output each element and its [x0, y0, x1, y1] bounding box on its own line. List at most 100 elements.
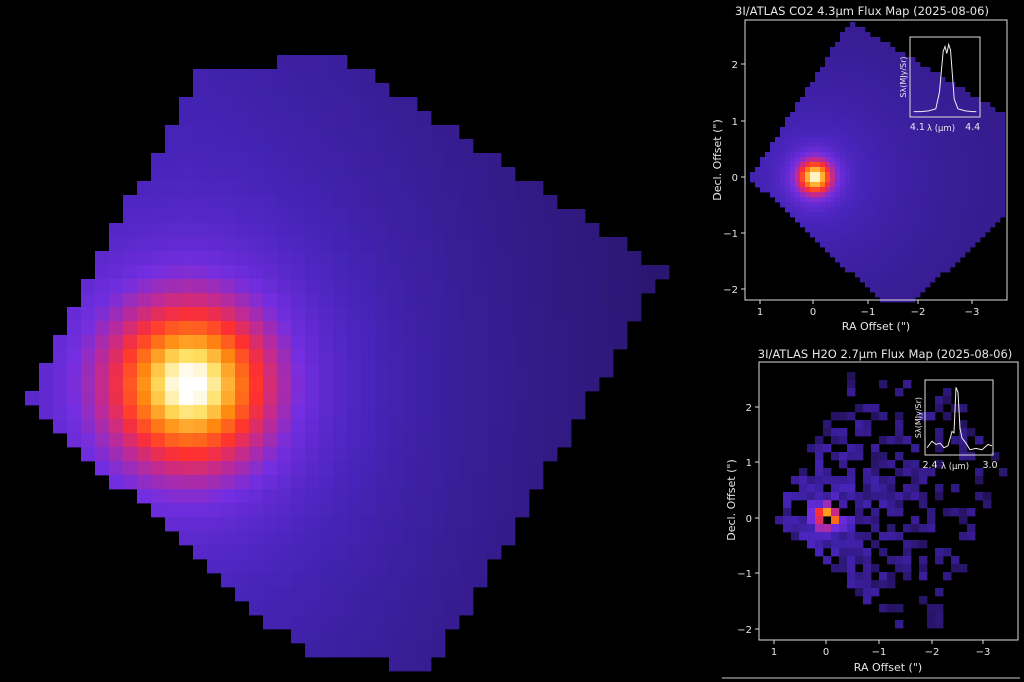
map-pixel — [885, 207, 891, 213]
map-pixel — [985, 207, 991, 213]
map-pixel — [945, 112, 951, 118]
map-pixel — [571, 405, 586, 420]
map-pixel — [919, 540, 928, 549]
map-pixel — [855, 97, 861, 103]
map-pixel — [277, 237, 292, 252]
map-pixel — [855, 222, 861, 228]
map-pixel — [985, 202, 991, 208]
map-pixel — [920, 117, 926, 123]
map-pixel — [179, 475, 194, 490]
map-pixel — [900, 72, 906, 78]
map-pixel — [810, 192, 816, 198]
map-pixel — [459, 349, 474, 364]
map-pixel — [459, 167, 474, 182]
h2o-x-label: RA Offset (") — [854, 661, 922, 674]
map-pixel — [291, 293, 306, 308]
map-pixel — [319, 475, 334, 490]
map-pixel — [790, 142, 796, 148]
map-pixel — [305, 475, 320, 490]
map-pixel — [305, 251, 320, 266]
map-pixel — [875, 182, 881, 188]
map-pixel — [865, 92, 871, 98]
map-pixel — [333, 223, 348, 238]
map-pixel — [935, 588, 944, 597]
map-pixel — [389, 461, 404, 476]
map-pixel — [815, 516, 824, 525]
map-pixel — [67, 363, 82, 378]
map-pixel — [925, 137, 931, 143]
map-pixel — [880, 182, 886, 188]
map-pixel — [53, 405, 68, 420]
map-pixel — [207, 251, 222, 266]
h2o-spectrum-inset: 2.4 3.0λ (µm)Sλ(MJy/Sr) — [914, 379, 998, 472]
map-pixel — [375, 461, 390, 476]
map-pixel — [870, 207, 876, 213]
map-pixel — [109, 419, 124, 434]
map-pixel — [815, 147, 821, 153]
map-pixel — [840, 32, 846, 38]
map-pixel — [980, 187, 986, 193]
map-pixel — [361, 195, 376, 210]
map-pixel — [840, 57, 846, 63]
map-pixel — [361, 559, 376, 574]
map-pixel — [895, 257, 901, 263]
map-pixel — [895, 500, 904, 509]
map-pixel — [895, 267, 901, 273]
map-pixel — [870, 187, 876, 193]
map-pixel — [940, 162, 946, 168]
map-pixel — [109, 321, 124, 336]
map-pixel — [807, 500, 816, 509]
map-pixel — [915, 202, 921, 208]
map-pixel — [850, 42, 856, 48]
map-pixel — [445, 181, 460, 196]
map-pixel — [431, 391, 446, 406]
map-pixel — [850, 222, 856, 228]
map-pixel — [940, 197, 946, 203]
map-pixel — [445, 559, 460, 574]
map-pixel — [825, 137, 831, 143]
map-pixel — [960, 202, 966, 208]
map-pixel — [305, 405, 320, 420]
map-pixel — [487, 335, 502, 350]
map-pixel — [249, 391, 264, 406]
map-pixel — [900, 282, 906, 288]
map-pixel — [459, 181, 474, 196]
map-pixel — [445, 391, 460, 406]
map-pixel — [807, 476, 816, 485]
map-pixel — [1000, 172, 1006, 178]
map-pixel — [830, 182, 836, 188]
map-pixel — [403, 489, 418, 504]
map-pixel — [807, 540, 816, 549]
map-pixel — [955, 182, 961, 188]
map-pixel — [790, 152, 796, 158]
map-pixel — [955, 192, 961, 198]
map-pixel — [825, 157, 831, 163]
map-pixel — [810, 207, 816, 213]
map-pixel — [810, 202, 816, 208]
map-pixel — [193, 447, 208, 462]
map-pixel — [389, 475, 404, 490]
map-pixel — [880, 212, 886, 218]
map-pixel — [885, 117, 891, 123]
map-pixel — [831, 452, 840, 461]
map-pixel — [501, 391, 516, 406]
map-pixel — [865, 277, 871, 283]
map-pixel — [990, 177, 996, 183]
map-pixel — [970, 197, 976, 203]
map-pixel — [905, 142, 911, 148]
map-pixel — [825, 102, 831, 108]
map-pixel — [235, 517, 250, 532]
map-pixel — [955, 187, 961, 193]
map-pixel — [815, 77, 821, 83]
map-pixel — [487, 447, 502, 462]
map-pixel — [919, 564, 928, 573]
map-pixel — [765, 162, 771, 168]
map-pixel — [930, 252, 936, 258]
map-pixel — [543, 391, 558, 406]
map-pixel — [831, 564, 840, 573]
map-pixel — [627, 251, 642, 266]
map-pixel — [137, 433, 152, 448]
map-pixel — [855, 67, 861, 73]
map-pixel — [805, 92, 811, 98]
map-pixel — [990, 117, 996, 123]
